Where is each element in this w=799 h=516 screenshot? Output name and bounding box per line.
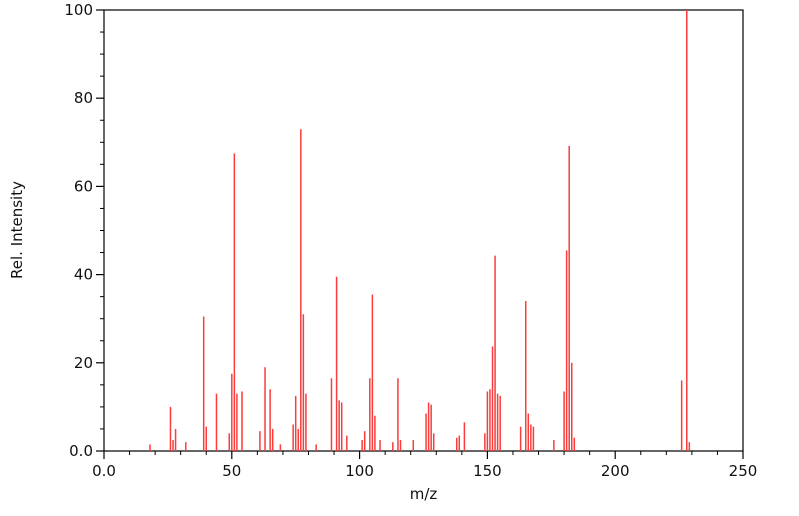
svg-text:100: 100 xyxy=(64,1,93,19)
svg-text:60: 60 xyxy=(74,177,93,195)
svg-text:150: 150 xyxy=(473,462,502,480)
y-axis-label: Rel. Intensity xyxy=(8,181,26,279)
svg-text:100: 100 xyxy=(345,462,374,480)
svg-text:80: 80 xyxy=(74,89,93,107)
svg-text:0.0: 0.0 xyxy=(92,462,116,480)
svg-text:50: 50 xyxy=(222,462,241,480)
svg-text:40: 40 xyxy=(74,266,93,284)
svg-text:250: 250 xyxy=(729,462,758,480)
svg-text:20: 20 xyxy=(74,354,93,372)
x-axis-label: m/z xyxy=(409,485,438,503)
svg-text:200: 200 xyxy=(601,462,630,480)
svg-text:0.0: 0.0 xyxy=(69,442,93,460)
